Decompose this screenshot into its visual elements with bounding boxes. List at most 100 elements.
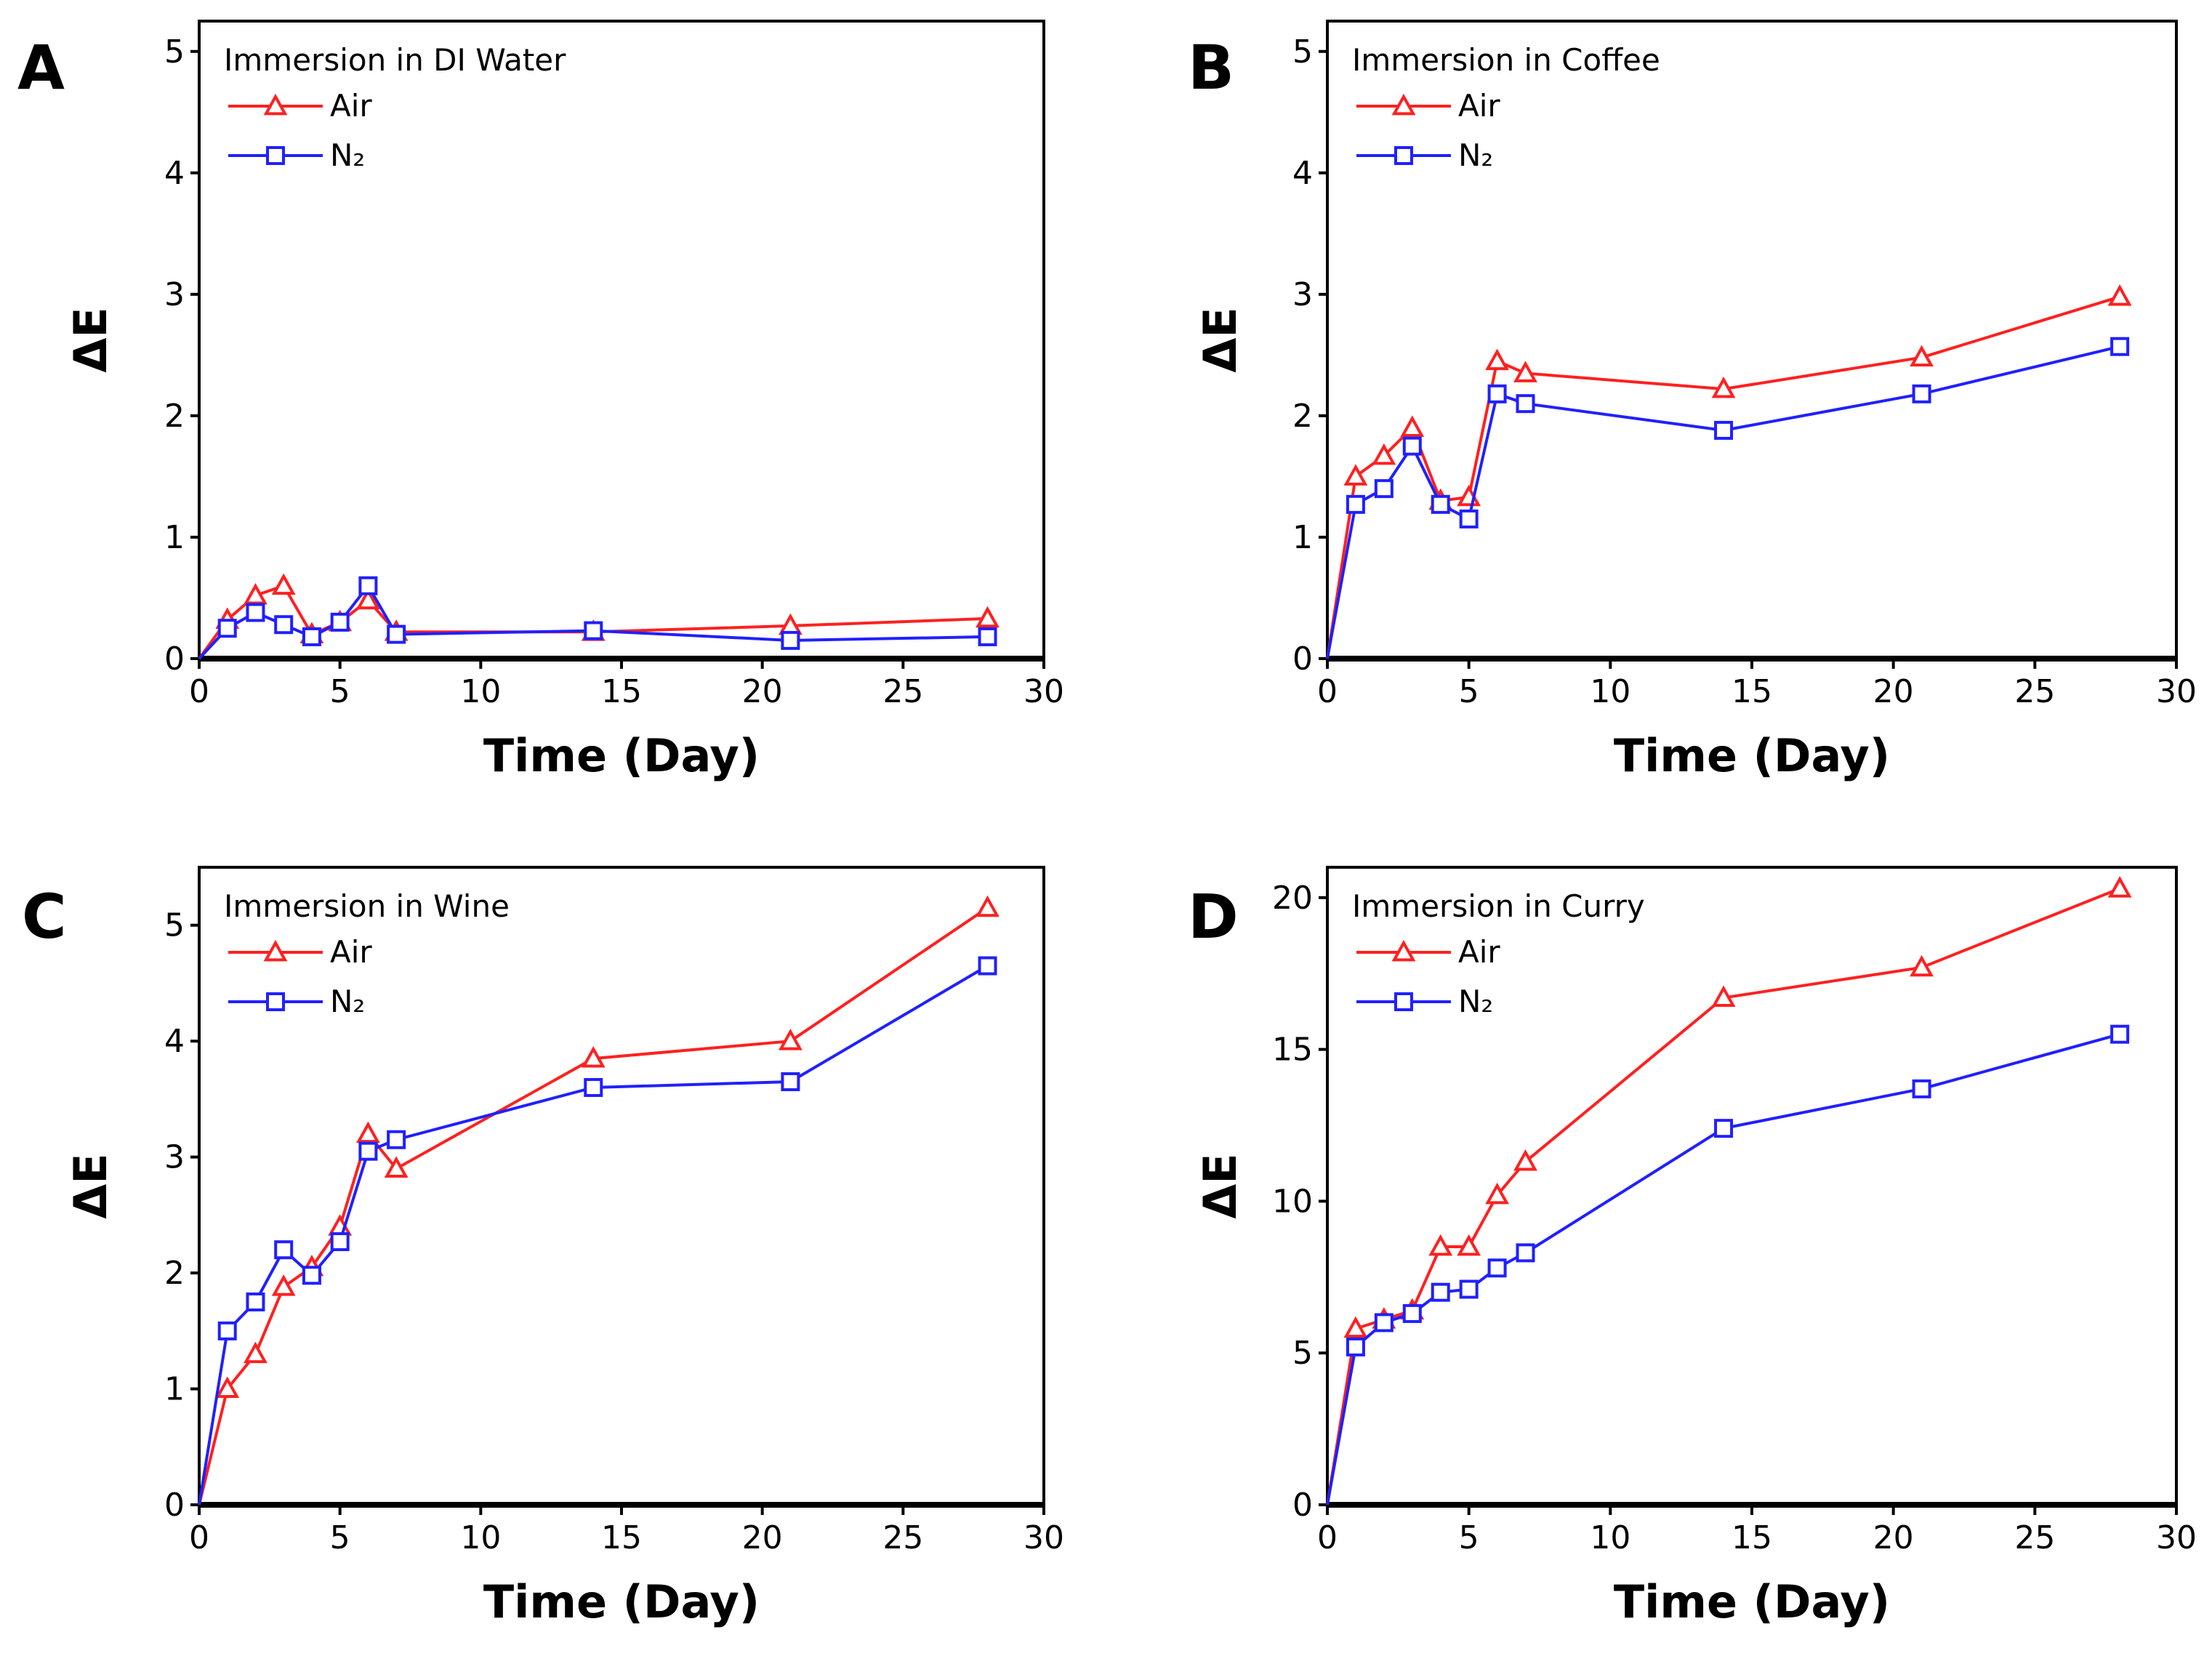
panel-letter: C <box>22 881 67 952</box>
x-tick-label: 20 <box>742 673 783 710</box>
data-point <box>215 1376 240 1398</box>
data-point <box>976 895 1000 917</box>
y-tick-label: 1 <box>164 1371 185 1408</box>
legend-title: Immersion in Coffee <box>1352 42 1660 78</box>
data-point <box>356 1121 380 1144</box>
data-point <box>1912 384 1931 403</box>
data-point <box>246 603 265 622</box>
data-point <box>274 615 294 635</box>
data-point <box>2110 1024 2130 1044</box>
legend-label: Air <box>1458 88 1500 124</box>
y-axis-label: ΔE <box>64 1153 117 1218</box>
data-point <box>1485 348 1509 371</box>
y-tick-label: 2 <box>164 398 185 435</box>
x-tick-label: 5 <box>1459 1519 1479 1556</box>
series-n2 <box>1326 337 2130 659</box>
data-point <box>1400 415 1425 438</box>
y-tick-label: 3 <box>1292 276 1313 313</box>
data-point <box>358 576 378 595</box>
y-tick-label: 15 <box>1272 1032 1313 1069</box>
series-line <box>1326 1032 2120 1506</box>
series-air <box>198 573 1000 660</box>
y-tick-label: 1 <box>164 519 185 556</box>
x-tick-label: 5 <box>330 1519 350 1556</box>
legend-label: N₂ <box>330 984 365 1019</box>
y-tick-label: 20 <box>1272 880 1313 917</box>
data-point <box>978 627 997 646</box>
data-point <box>781 1072 800 1091</box>
x-tick-label: 0 <box>1317 673 1338 710</box>
data-point <box>779 1029 803 1050</box>
legend-marker-triangle <box>1391 939 1416 962</box>
x-tick-label: 0 <box>189 673 209 710</box>
legend-label: Air <box>1458 934 1500 970</box>
legend-marker-square <box>266 992 285 1011</box>
data-point <box>244 1341 268 1364</box>
y-tick-label: 2 <box>164 1255 185 1292</box>
y-tick-label: 3 <box>164 276 185 313</box>
legend-marker-triangle <box>263 93 288 116</box>
data-point <box>978 956 997 976</box>
data-point <box>2110 337 2130 356</box>
data-point <box>274 1240 294 1260</box>
series-air <box>1326 284 2132 659</box>
series-line <box>198 907 989 1506</box>
y-tick-label: 3 <box>164 1139 185 1176</box>
x-tick-label: 15 <box>1732 673 1772 710</box>
x-axis-label: Time (Day) <box>1614 1575 1890 1628</box>
data-point <box>1459 509 1479 528</box>
x-tick-label: 0 <box>189 1519 209 1556</box>
data-point <box>217 619 237 638</box>
x-tick-label: 30 <box>1023 1519 1064 1556</box>
data-point <box>302 1266 321 1285</box>
data-point <box>271 1274 296 1296</box>
y-tick-label: 0 <box>1292 640 1313 678</box>
x-axis-label: Time (Day) <box>483 1575 760 1628</box>
x-tick-label: 15 <box>601 1519 642 1556</box>
y-tick-label: 0 <box>164 640 185 678</box>
y-tick-label: 0 <box>1292 1487 1313 1524</box>
y-tick-label: 5 <box>1292 1335 1313 1372</box>
data-point <box>1714 420 1734 440</box>
data-point <box>1402 436 1422 456</box>
x-tick-label: 0 <box>1317 1519 1338 1556</box>
data-point <box>1516 1243 1535 1263</box>
panel-letter: A <box>17 32 65 103</box>
panel-letter: D <box>1188 881 1239 952</box>
series-air <box>198 895 1000 1506</box>
data-point <box>1485 1182 1509 1205</box>
x-tick-label: 10 <box>460 673 501 710</box>
legend-title: Immersion in Wine <box>224 888 510 924</box>
y-tick-label: 0 <box>164 1487 185 1524</box>
series-n2 <box>198 576 997 660</box>
data-point <box>271 573 296 595</box>
x-axis-label: Time (Day) <box>483 729 760 782</box>
data-point <box>1459 1279 1479 1299</box>
data-point <box>217 1321 237 1341</box>
data-point <box>302 627 321 646</box>
legend-title: Immersion in Curry <box>1352 888 1645 924</box>
panel-d: D 0 5 10 15 20 25 30 0 5 10 15 20 Time (Day) ΔE Immersi… <box>1188 866 2197 1628</box>
legend-marker-square <box>1394 146 1413 165</box>
x-tick-label: 25 <box>882 673 923 710</box>
data-point <box>976 606 1000 628</box>
panel-c: C 0 5 10 15 20 25 30 0 1 2 3 4 5 Time (Day) ΔE Immersion… <box>22 866 1064 1628</box>
data-point <box>387 1130 406 1149</box>
x-axis-label: Time (Day) <box>1614 729 1890 782</box>
y-tick-label: 4 <box>164 1023 185 1060</box>
data-point <box>1346 494 1365 514</box>
x-tick-label: 25 <box>882 1519 923 1556</box>
legend-label: Air <box>330 934 372 970</box>
y-axis-label: ΔE <box>1194 1153 1247 1218</box>
data-point <box>330 612 350 632</box>
x-tick-label: 25 <box>2014 673 2055 710</box>
data-point <box>1513 1149 1537 1171</box>
y-tick-label: 4 <box>164 155 185 192</box>
data-point <box>1374 1313 1393 1333</box>
data-point <box>1487 384 1507 403</box>
data-point <box>1910 345 1934 367</box>
data-point <box>358 1141 378 1161</box>
y-tick-label: 4 <box>1292 155 1313 192</box>
x-tick-label: 25 <box>2014 1519 2055 1556</box>
data-point <box>1431 494 1450 514</box>
